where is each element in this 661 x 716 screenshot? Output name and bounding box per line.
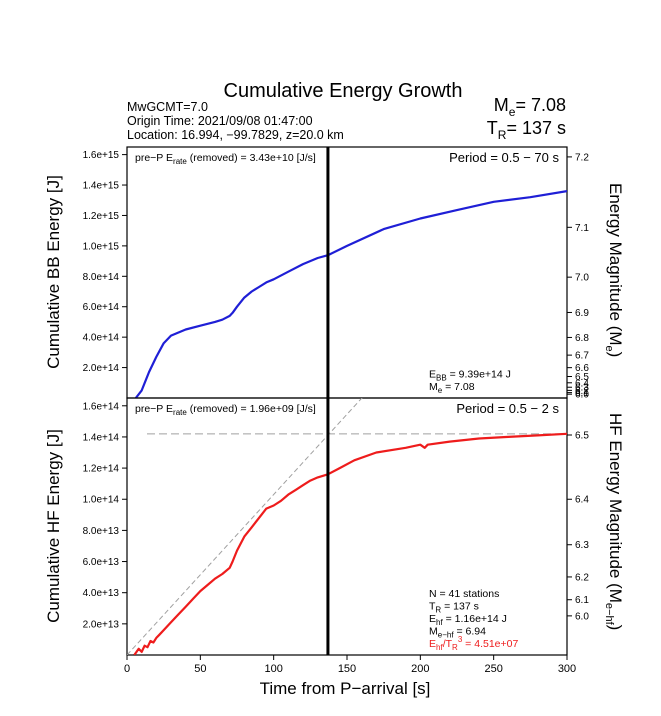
x-tick-label: 100 [264, 663, 282, 675]
stat-annotation: Me = 7.08 [429, 381, 475, 395]
stat-annotation: EBB = 9.39e+14 J [429, 369, 511, 383]
figure-title: Cumulative Energy Growth [224, 80, 463, 102]
x-tick-label: 250 [484, 663, 502, 675]
y-tick-label: 1.0e+15 [83, 241, 120, 252]
bb-energy-curve [134, 190, 567, 398]
y-tick-label: 1.4e+14 [83, 432, 120, 443]
stat-annotation: Me−hf = 6.94 [429, 626, 486, 640]
slope-reference-line [127, 398, 363, 655]
bb-panel-frame [126, 146, 568, 399]
y-tick-label: 2.0e+14 [83, 363, 120, 374]
y-tick-label: 6.0e+14 [83, 302, 120, 313]
stat-annotation: N = 41 stations [429, 588, 499, 600]
magnitude-tick-label: 6.6 [575, 363, 589, 374]
y-tick-label: 8.0e+14 [83, 272, 120, 283]
magnitude-tick-label: 6.2 [575, 572, 589, 583]
magnitude-tick-label: 6.1 [575, 595, 589, 606]
scaled-energy-annotation: Ehf/TR3 = 4.51e+07 [429, 635, 518, 652]
magnitude-tick-label: 6.5 [575, 430, 589, 441]
magnitude-tick-label: 6.0 [575, 390, 589, 401]
hf-y2-axis-label: HF Energy Magnitude (Me−hf) [603, 413, 625, 630]
tr-summary: TR= 137 s [487, 118, 566, 142]
period-label: Period = 0.5 − 70 s [449, 150, 559, 165]
y-tick-label: 8.0e+13 [83, 526, 120, 537]
x-tick-label: 200 [411, 663, 429, 675]
y-tick-label: 1.2e+15 [83, 211, 120, 222]
event-line-3: Location: 16.994, −99.7829, z=20.0 km [127, 128, 344, 142]
x-tick-label: 300 [558, 663, 576, 675]
magnitude-tick-label: 7.2 [575, 152, 589, 163]
y-tick-label: 4.0e+13 [83, 588, 120, 599]
magnitude-tick-label: 6.4 [575, 378, 589, 389]
hf-y-axis-label: Cumulative HF Energy [J] [44, 429, 63, 623]
y-tick-label: 2.0e+13 [83, 619, 120, 630]
x-tick-label: 150 [338, 663, 356, 675]
hf-energy-panel: 2.0e+13 4.0e+13 6.0e+13 8.0e+13 1.0e+14 1.2e+… [83, 397, 589, 675]
bb-y2-axis-label: Energy Magnitude (Me) [603, 183, 625, 357]
magnitude-tick-label: 6.9 [575, 308, 589, 319]
y-tick-label: 1.0e+14 [83, 495, 120, 506]
magnitude-tick-label: 6.0 [575, 611, 589, 622]
magnitude-tick-label: 6.1 [575, 388, 589, 399]
x-tick-label: 0 [124, 663, 130, 675]
y-tick-label: 1.6e+14 [83, 401, 120, 412]
pre-p-rate-note: pre−P Erate (removed) = 3.43e+10 [J/s] [135, 152, 316, 166]
x-axis-label: Time from P−arrival [s] [260, 679, 431, 698]
bb-y-axis-label: Cumulative BB Energy [J] [44, 175, 63, 369]
magnitude-tick-label: 6.3 [575, 540, 589, 551]
stat-annotation: TR = 137 s [429, 601, 479, 615]
magnitude-tick-label: 6.5 [575, 372, 589, 383]
pre-p-rate-note: pre−P Erate (removed) = 1.96e+09 [J/s] [135, 403, 316, 417]
magnitude-tick-label: 7.1 [575, 223, 589, 234]
magnitude-tick-label: 6.8 [575, 333, 589, 344]
y-tick-label: 1.2e+14 [83, 464, 120, 475]
magnitude-tick-label: 6.4 [575, 495, 589, 506]
period-label: Period = 0.5 − 2 s [456, 401, 559, 416]
y-tick-label: 6.0e+13 [83, 557, 120, 568]
magnitude-tick-label: 6.3 [575, 383, 589, 394]
magnitude-tick-label: 6.2 [575, 386, 589, 397]
magnitude-tick-label: 6.7 [575, 351, 589, 362]
me-summary: Me= 7.08 [494, 95, 566, 119]
x-tick-label: 50 [194, 663, 206, 675]
stat-annotation: Ehf = 1.16e+14 J [429, 613, 507, 627]
y-tick-label: 1.6e+15 [83, 150, 120, 161]
hf-energy-curve [133, 432, 567, 655]
y-tick-label: 4.0e+14 [83, 333, 120, 344]
y-tick-label: 1.4e+15 [83, 181, 120, 192]
event-line-1: MwGCMT=7.0 [127, 100, 208, 114]
bb-energy-panel: 2.0e+14 4.0e+14 6.0e+14 8.0e+14 1.0e+15 1.2e+… [83, 146, 589, 401]
magnitude-tick-label: 7.0 [575, 273, 589, 284]
event-line-2: Origin Time: 2021/09/08 01:47:00 [127, 114, 313, 128]
